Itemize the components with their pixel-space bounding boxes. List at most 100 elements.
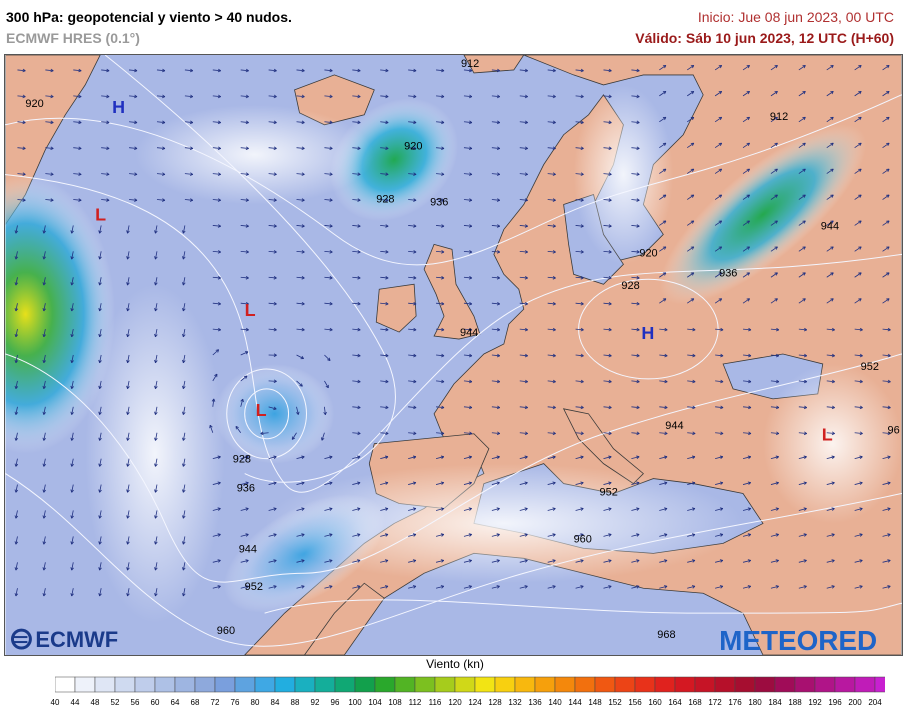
wind-arrow-head (552, 172, 556, 175)
wind-arrow-head (245, 375, 248, 379)
wind-arrow-head (357, 224, 361, 227)
wind-arrow-head (859, 298, 862, 302)
wind-arrow-head (126, 282, 128, 286)
wind-arrow-head (329, 276, 333, 279)
wind-arrow (43, 303, 46, 312)
wind-arrow-head (719, 168, 723, 172)
wind-arrow-head (887, 298, 890, 302)
wind-arrow-head (468, 174, 473, 176)
wind-arrow-head (497, 482, 500, 485)
wind-arrow-head (552, 199, 556, 202)
wind-arrow (155, 251, 158, 260)
wind-arrow (659, 272, 667, 278)
wind-arrow-head (887, 534, 891, 537)
wind-arrow-head (154, 515, 156, 519)
wind-arrow (17, 121, 26, 123)
wind-arrow (798, 354, 807, 357)
colorbar-swatch (314, 676, 336, 693)
wind-arrow (770, 246, 778, 252)
wind-arrow-head (552, 329, 556, 332)
wind-arrow (742, 534, 751, 537)
wind-arrow-head (775, 433, 780, 436)
wind-arrow-head (580, 68, 584, 72)
wind-arrow-head (357, 456, 361, 460)
wind-arrow-head (273, 508, 277, 511)
wind-arrow-head (71, 463, 74, 467)
wind-arrow-head (98, 359, 100, 363)
wind-arrow-head (71, 282, 74, 286)
wind-arrow-head (441, 379, 445, 383)
wind-arrow-head (692, 534, 696, 537)
wind-arrow (73, 69, 82, 72)
wind-arrow-head (273, 198, 277, 201)
wind-arrow-head (385, 534, 389, 537)
wind-arrow (854, 406, 863, 409)
wind-arrow-head (70, 282, 73, 286)
wind-arrow-head (357, 381, 361, 384)
wind-arrow (882, 508, 891, 511)
wind-arrow-head (301, 122, 305, 125)
wind-arrow-head (497, 224, 501, 227)
wind-arrow (212, 69, 221, 72)
wind-arrow-head (552, 455, 556, 458)
wind-arrow-head (70, 385, 73, 389)
wind-arrow-head (385, 329, 389, 332)
wind-arrow-head (832, 585, 835, 589)
wind-arrow-head (245, 199, 249, 202)
wind-arrow (770, 116, 778, 123)
wind-arrow-head (218, 198, 221, 201)
wind-arrow-head (126, 593, 128, 597)
wind-arrow-head (413, 355, 417, 358)
wind-arrow (45, 95, 54, 98)
wind-arrow-head (357, 585, 361, 587)
colorbar-tick-label: 164 (668, 698, 682, 707)
wind-arrow-head (469, 224, 473, 227)
wind-arrow-head (154, 437, 156, 441)
wind-arrow (324, 250, 333, 253)
wind-arrow-head (413, 381, 417, 384)
wind-arrow (71, 251, 74, 260)
wind-arrow-head (552, 70, 556, 73)
colorbar-swatch (94, 676, 116, 693)
wind-arrow (519, 559, 528, 563)
wind-arrow-head (99, 489, 102, 493)
wind-arrow-head (496, 277, 500, 280)
wind-arrow (155, 510, 158, 519)
colorbar-tick-label: 200 (848, 698, 862, 707)
wind-arrow (547, 121, 556, 123)
wind-arrow-head (859, 381, 863, 384)
wind-arrow-head (162, 70, 166, 73)
wind-arrow-head (692, 220, 695, 224)
wind-arrow-head (580, 481, 584, 483)
wind-arrow-head (608, 455, 612, 458)
colorbar-tick-label: 144 (568, 698, 582, 707)
wind-arrow-head (50, 70, 54, 73)
wind-arrow (240, 147, 249, 149)
wind-arrow (715, 380, 724, 383)
wind-arrow-head (775, 298, 778, 302)
wind-arrow-head (803, 455, 807, 458)
wind-arrow (296, 173, 305, 175)
wind-arrow (742, 298, 750, 304)
wind-arrow-head (748, 431, 752, 434)
wind-arrow-head (126, 489, 128, 493)
wind-arrow (240, 199, 249, 201)
wind-arrow-head (524, 251, 528, 254)
wind-arrow-head (580, 199, 584, 202)
wind-arrow-head (552, 250, 556, 253)
wind-arrow (547, 380, 556, 383)
wind-arrow (742, 142, 750, 149)
wind-arrow-head (441, 303, 445, 306)
wind-arrow-head (301, 559, 305, 561)
wind-arrow-head (552, 225, 556, 228)
wind-arrow-head (385, 433, 389, 436)
wind-arrow (519, 302, 528, 305)
wind-arrow-head (664, 143, 667, 147)
wind-arrow-head (245, 198, 249, 201)
wind-arrow (380, 328, 389, 331)
wind-arrow-head (385, 174, 389, 176)
wind-arrow-head (525, 224, 528, 227)
wind-arrow-head (357, 585, 361, 589)
wind-arrow (715, 354, 724, 357)
wind-arrow-head (469, 431, 473, 434)
